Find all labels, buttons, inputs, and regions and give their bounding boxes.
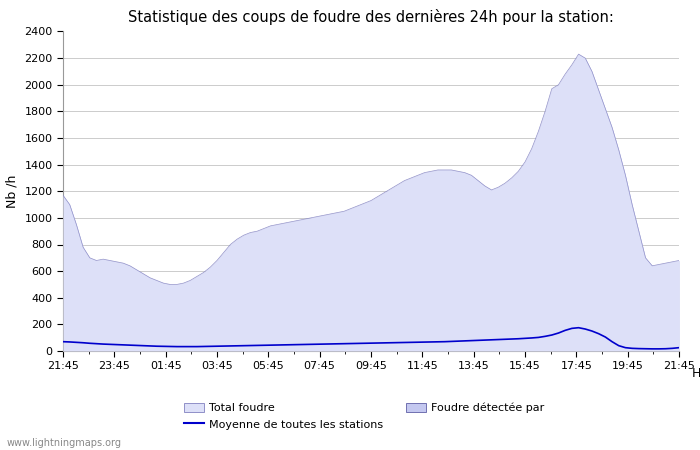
Text: www.lightningmaps.org: www.lightningmaps.org (7, 438, 122, 448)
Y-axis label: Nb /h: Nb /h (6, 175, 19, 208)
Legend: Total foudre, Moyenne de toutes les stations, Foudre détectée par: Total foudre, Moyenne de toutes les stat… (179, 398, 549, 434)
X-axis label: Heure: Heure (692, 367, 700, 380)
Title: Statistique des coups de foudre des dernières 24h pour la station:: Statistique des coups de foudre des dern… (128, 9, 614, 25)
